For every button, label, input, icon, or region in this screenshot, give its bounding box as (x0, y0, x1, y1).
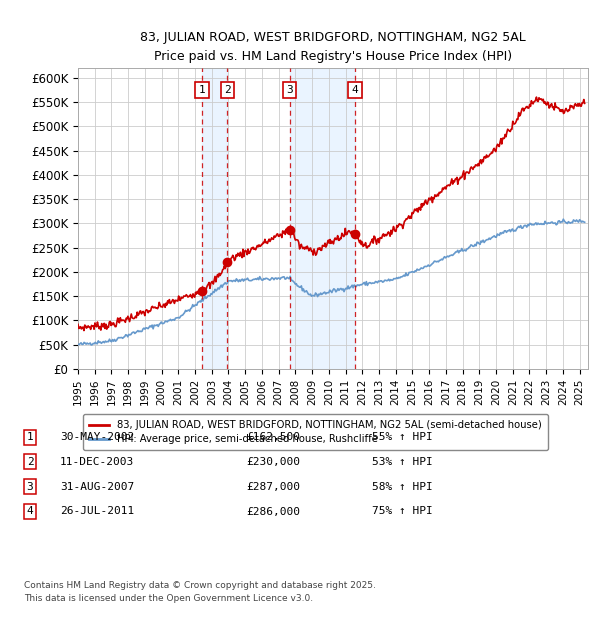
Text: 58% ↑ HPI: 58% ↑ HPI (372, 482, 433, 492)
Text: £162,500: £162,500 (246, 432, 300, 442)
Text: 30-MAY-2002: 30-MAY-2002 (60, 432, 134, 442)
Text: 53% ↑ HPI: 53% ↑ HPI (372, 457, 433, 467)
Text: 1: 1 (199, 85, 205, 95)
Text: 11-DEC-2003: 11-DEC-2003 (60, 457, 134, 467)
Text: £286,000: £286,000 (246, 507, 300, 516)
Bar (290, 68, 355, 369)
Title: 83, JULIAN ROAD, WEST BRIDGFORD, NOTTINGHAM, NG2 5AL
Price paid vs. HM Land Regi: 83, JULIAN ROAD, WEST BRIDGFORD, NOTTING… (140, 31, 526, 63)
Text: 2: 2 (224, 85, 231, 95)
Text: 75% ↑ HPI: 75% ↑ HPI (372, 507, 433, 516)
Legend: 83, JULIAN ROAD, WEST BRIDGFORD, NOTTINGHAM, NG2 5AL (semi-detached house), HPI:: 83, JULIAN ROAD, WEST BRIDGFORD, NOTTING… (83, 415, 548, 451)
Bar (202, 68, 227, 369)
Text: 55% ↑ HPI: 55% ↑ HPI (372, 432, 433, 442)
Text: 31-AUG-2007: 31-AUG-2007 (60, 482, 134, 492)
Text: Contains HM Land Registry data © Crown copyright and database right 2025.: Contains HM Land Registry data © Crown c… (24, 581, 376, 590)
Text: £230,000: £230,000 (246, 457, 300, 467)
Text: 4: 4 (352, 85, 358, 95)
Text: 2: 2 (26, 457, 34, 467)
Text: 1: 1 (26, 432, 34, 442)
Text: This data is licensed under the Open Government Licence v3.0.: This data is licensed under the Open Gov… (24, 593, 313, 603)
Text: 3: 3 (286, 85, 293, 95)
Text: £287,000: £287,000 (246, 482, 300, 492)
Text: 26-JUL-2011: 26-JUL-2011 (60, 507, 134, 516)
Text: 4: 4 (26, 507, 34, 516)
Text: 3: 3 (26, 482, 34, 492)
